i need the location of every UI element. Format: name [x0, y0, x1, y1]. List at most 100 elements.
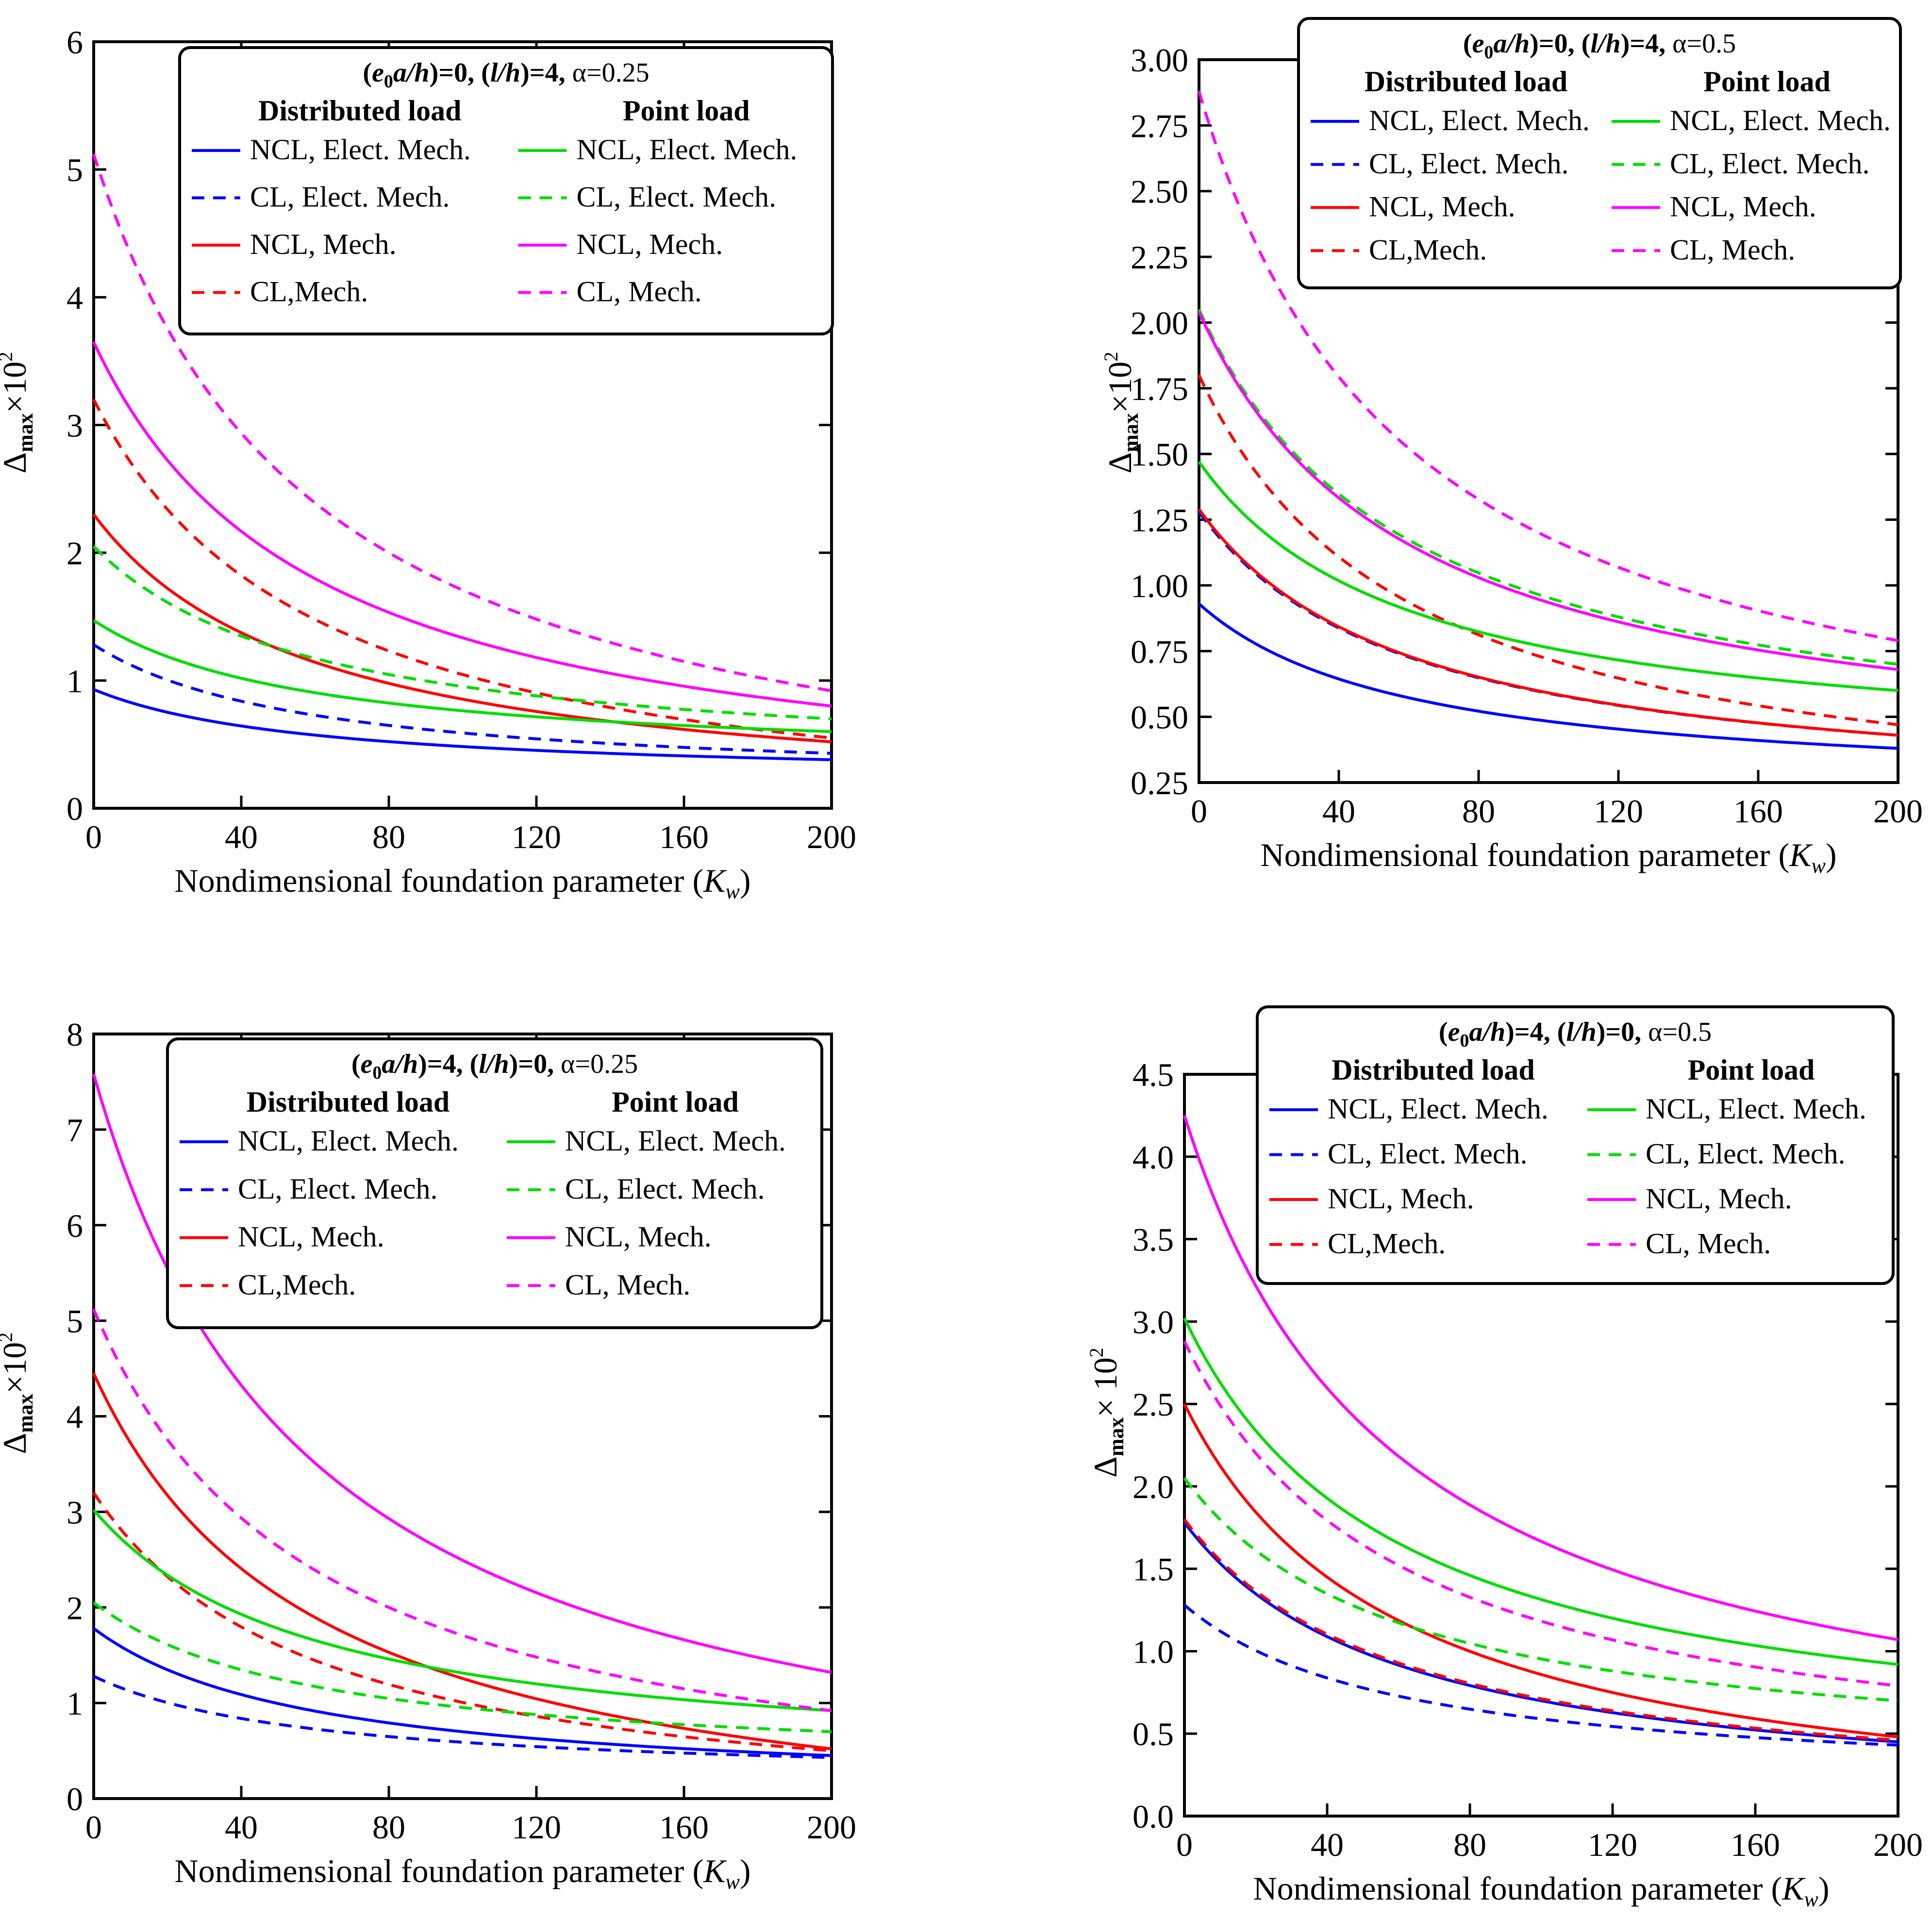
x-tick-label: 160	[1733, 793, 1783, 830]
y-tick-label: 6	[67, 24, 83, 61]
x-tick-label: 200	[807, 818, 856, 855]
y-tick-label: 1.00	[1131, 567, 1188, 604]
legend-label: NCL, Mech.	[250, 228, 397, 260]
legend-box	[1297, 17, 1902, 289]
y-tick-label: 0	[67, 1781, 83, 1818]
legend-label: NCL, Mech.	[1369, 191, 1516, 223]
y-tick-label: 6	[67, 1207, 83, 1244]
y-tick-label: 3.5	[1133, 1221, 1174, 1258]
series-line-distributed-1	[1183, 1604, 1899, 1747]
series-line-distributed-1	[93, 643, 832, 755]
chart-panel-top-right: 0 40 80 120 160 200 0.25 0.50 0.75 1.00 1.25 1.50 1.…	[1100, 17, 1923, 878]
y-axis-title: Δmax× 102	[1085, 1348, 1128, 1478]
legend-title: (e0a/h)=4, (l/h)=0, α=0.5	[1439, 1017, 1712, 1051]
y-tick-label: 4	[67, 279, 83, 316]
x-tick-label: 200	[1873, 793, 1923, 830]
legend-label: CL, Elect. Mech.	[1369, 148, 1569, 180]
x-tick-label: 120	[512, 818, 561, 855]
x-tick-label: 40	[1311, 1826, 1344, 1863]
legend-label: NCL, Mech.	[1328, 1183, 1474, 1215]
y-tick-label: 4	[67, 1399, 83, 1435]
legend-label: CL, Elect. Mech.	[565, 1173, 765, 1205]
y-tick-label: 2	[67, 1589, 83, 1626]
y-tick-label: 5	[67, 1303, 83, 1340]
legend-title: (e0a/h)=4, (l/h)=0, α=0.25	[351, 1049, 638, 1083]
series-line-point-6	[1198, 311, 1899, 671]
x-tick-label: 0	[1191, 793, 1207, 830]
legend-header: Point load	[1688, 1054, 1815, 1086]
legend-label: CL, Mech.	[1670, 233, 1795, 266]
legend-header: Point load	[623, 95, 750, 127]
series-line-distributed-2	[1183, 1403, 1899, 1738]
series-line-point-6	[92, 341, 832, 708]
y-tick-label: 1.25	[1131, 502, 1188, 539]
legend-box	[166, 1037, 823, 1329]
legend-label: NCL, Elect. Mech.	[238, 1125, 459, 1157]
series-line-distributed-3	[92, 1492, 832, 1752]
legend-label: NCL, Mech.	[1670, 191, 1816, 223]
legend-label: NCL, Elect. Mech.	[1646, 1093, 1866, 1125]
legend-label: NCL, Elect. Mech.	[1369, 104, 1590, 136]
y-tick-label: 4.0	[1133, 1139, 1174, 1176]
y-tick-label: 5	[67, 151, 83, 188]
y-tick-label: 0	[67, 790, 83, 827]
series-line-point-4	[93, 619, 832, 734]
y-tick-label: 2	[67, 535, 83, 572]
legend-box	[1256, 1005, 1895, 1285]
y-tick-label: 3.00	[1131, 42, 1188, 79]
series-line-point-7	[1198, 91, 1899, 642]
legend-label: NCL, Elect. Mech.	[1328, 1093, 1549, 1125]
y-tick-label: 2.75	[1131, 107, 1188, 144]
y-tick-label: 1	[67, 663, 83, 700]
x-tick-label: 0	[85, 818, 102, 855]
x-tick-label: 80	[372, 1809, 405, 1846]
legend-label: CL, Mech.	[565, 1268, 690, 1301]
series-line-distributed-0	[93, 688, 832, 761]
series-line-distributed-0	[93, 1627, 832, 1757]
legend-label: CL,Mech.	[250, 276, 368, 308]
legend-label: CL, Elect. Mech.	[577, 181, 777, 213]
y-tick-label: 1	[67, 1685, 83, 1722]
y-tick-label: 0.5	[1133, 1716, 1174, 1752]
x-tick-label: 200	[807, 1809, 856, 1846]
series-line-point-4	[1183, 1318, 1899, 1666]
legend-label: NCL, Mech.	[1646, 1183, 1792, 1215]
x-tick-label: 80	[372, 818, 405, 855]
legend-label: CL, Elect. Mech.	[1328, 1138, 1528, 1170]
y-tick-label: 0.0	[1133, 1798, 1174, 1835]
y-axis-title: Δmax×102	[1100, 352, 1143, 474]
y-tick-label: 8	[67, 1016, 83, 1053]
legend-title: (e0a/h)=0, (l/h)=4, α=0.5	[1463, 29, 1736, 63]
legend-header: Distributed load	[1332, 1054, 1534, 1086]
series-line-point-7	[1183, 1340, 1899, 1687]
legend-box	[178, 46, 834, 335]
legend-label: NCL, Mech.	[238, 1221, 384, 1253]
y-axis-title: Δmax×102	[0, 1333, 37, 1454]
legend-header: Distributed load	[1365, 66, 1567, 98]
legend-label: CL, Mech.	[577, 276, 702, 308]
y-tick-label: 0.50	[1131, 699, 1188, 736]
x-tick-label: 160	[1731, 1826, 1780, 1863]
x-tick-label: 40	[225, 818, 258, 855]
legend-header: Distributed load	[258, 95, 461, 127]
legend-label: NCL, Elect. Mech.	[250, 133, 471, 166]
legend-header: Distributed load	[247, 1086, 450, 1118]
y-tick-label: 2.00	[1131, 304, 1188, 341]
x-tick-label: 120	[1594, 793, 1643, 830]
y-tick-label: 7	[67, 1112, 83, 1149]
x-tick-label: 160	[659, 1809, 709, 1846]
series-line-point-7	[92, 153, 832, 692]
legend-label: CL,Mech.	[1369, 233, 1487, 266]
legend-label: NCL, Elect. Mech.	[1670, 104, 1891, 136]
y-tick-label: 4.5	[1133, 1056, 1174, 1093]
y-tick-label: 1.75	[1131, 370, 1188, 407]
legend-label: CL, Elect. Mech.	[238, 1173, 438, 1205]
y-tick-label: 0.75	[1131, 633, 1188, 670]
x-tick-label: 40	[1322, 793, 1355, 830]
series-line-distributed-0	[1198, 602, 1899, 750]
series-line-distributed-2	[92, 513, 832, 744]
x-tick-label: 120	[1588, 1826, 1637, 1863]
